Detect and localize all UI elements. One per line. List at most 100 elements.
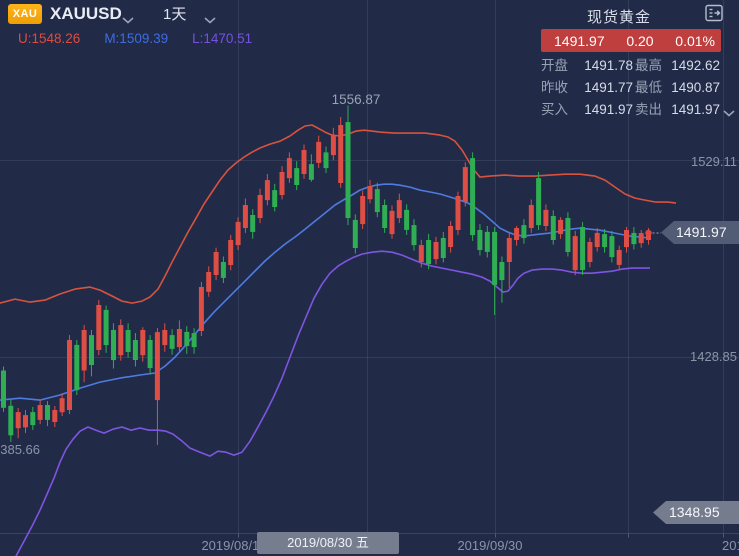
candle-body[interactable]: [220, 262, 226, 278]
candle-body[interactable]: [330, 135, 336, 156]
prev-close-label: 昨收: [541, 80, 568, 95]
candle-body[interactable]: [154, 332, 160, 401]
expand-quote-chevron-icon[interactable]: [723, 104, 735, 122]
candle-body[interactable]: [440, 238, 446, 258]
candle-body[interactable]: [272, 190, 278, 207]
candle-body[interactable]: [8, 405, 14, 436]
candle-body[interactable]: [631, 232, 637, 245]
candle-body[interactable]: [264, 180, 270, 201]
candle-body[interactable]: [15, 412, 21, 429]
candle-body[interactable]: [543, 209, 549, 226]
candle-body[interactable]: [638, 233, 644, 244]
candle-body[interactable]: [242, 205, 248, 228]
candle-body[interactable]: [536, 178, 542, 226]
candle-body[interactable]: [462, 167, 468, 203]
candle-body[interactable]: [411, 225, 417, 246]
candle-body[interactable]: [162, 330, 168, 346]
candle-body[interactable]: [580, 227, 586, 270]
candle-body[interactable]: [140, 330, 146, 356]
candle-body[interactable]: [367, 186, 373, 200]
candle-body[interactable]: [499, 262, 505, 281]
candle-body[interactable]: [67, 340, 72, 410]
candle-body[interactable]: [206, 272, 212, 292]
candle-body[interactable]: [111, 330, 116, 361]
open-value: 1491.78: [584, 58, 633, 73]
candle-body[interactable]: [609, 236, 615, 258]
candle-body[interactable]: [118, 325, 124, 356]
candle-body[interactable]: [45, 405, 50, 420]
candle-body[interactable]: [352, 219, 358, 248]
candle-body[interactable]: [382, 205, 388, 228]
quote-change: 0.20: [626, 32, 654, 49]
candle-body[interactable]: [572, 236, 578, 271]
candle-body[interactable]: [308, 164, 314, 180]
candle-body[interactable]: [176, 329, 182, 348]
candle-body[interactable]: [624, 230, 629, 248]
candle-body[interactable]: [132, 340, 138, 360]
candle-body[interactable]: [294, 168, 300, 185]
candle-body[interactable]: [184, 331, 190, 346]
symbol-selector[interactable]: XAUUSD: [50, 4, 122, 23]
candle-body[interactable]: [418, 245, 424, 262]
candle-body[interactable]: [433, 242, 439, 260]
instrument-logo: XAU: [8, 4, 42, 24]
candle-body[interactable]: [558, 219, 564, 234]
candle-body[interactable]: [286, 158, 292, 179]
candle-body[interactable]: [228, 240, 234, 265]
candle-body[interactable]: [103, 309, 109, 346]
candle-body[interactable]: [360, 196, 366, 225]
candle-body[interactable]: [125, 330, 131, 352]
candle-body[interactable]: [89, 335, 94, 365]
panel-toggle-icon[interactable]: [704, 3, 724, 23]
candle-body[interactable]: [235, 221, 241, 246]
candle-body[interactable]: [74, 344, 80, 391]
candle-body[interactable]: [81, 330, 87, 371]
candle-body[interactable]: [514, 228, 520, 240]
candle-body[interactable]: [257, 195, 263, 218]
candle-body[interactable]: [213, 252, 219, 275]
candle-body[interactable]: [470, 158, 476, 236]
candle-body[interactable]: [279, 172, 285, 195]
candle-body[interactable]: [506, 238, 512, 262]
candle-body[interactable]: [96, 305, 102, 350]
chevron-down-icon[interactable]: [122, 11, 134, 29]
candle-body[interactable]: [484, 231, 490, 252]
interval-selector[interactable]: 1天: [163, 6, 187, 23]
candle-body[interactable]: [477, 230, 483, 250]
candle-body[interactable]: [1, 370, 6, 408]
candle-body[interactable]: [338, 125, 344, 183]
candle-body[interactable]: [52, 410, 58, 422]
candle-body[interactable]: [250, 215, 256, 232]
candle-body[interactable]: [23, 415, 28, 428]
candle-body[interactable]: [594, 232, 600, 247]
candle-body[interactable]: [448, 226, 454, 247]
candle-body[interactable]: [169, 335, 175, 349]
candle-body[interactable]: [521, 225, 527, 239]
candle-body[interactable]: [37, 405, 43, 420]
candle-body[interactable]: [455, 196, 461, 230]
candle-body[interactable]: [198, 287, 204, 331]
candle-body[interactable]: [30, 412, 36, 426]
candle-body[interactable]: [59, 398, 65, 413]
candle-body[interactable]: [389, 210, 395, 235]
candle-body[interactable]: [616, 250, 622, 265]
candle-body[interactable]: [147, 340, 153, 369]
candle-body[interactable]: [316, 141, 322, 163]
candle-body[interactable]: [550, 216, 556, 240]
candle-body[interactable]: [565, 218, 571, 252]
candle-body[interactable]: [602, 234, 608, 248]
candle-body[interactable]: [191, 333, 197, 348]
candle-body[interactable]: [528, 205, 534, 228]
candle-body[interactable]: [426, 240, 432, 264]
candle-body[interactable]: [301, 150, 307, 174]
candle-body[interactable]: [404, 209, 410, 230]
candle-body[interactable]: [492, 231, 498, 285]
candle-body[interactable]: [323, 152, 329, 169]
candle-body[interactable]: [345, 122, 351, 218]
candle-body[interactable]: [396, 200, 402, 218]
candle-body[interactable]: [646, 233, 651, 240]
candle-body[interactable]: [374, 189, 380, 213]
candle-body[interactable]: [587, 242, 593, 262]
chevron-down-icon[interactable]: [204, 11, 216, 29]
